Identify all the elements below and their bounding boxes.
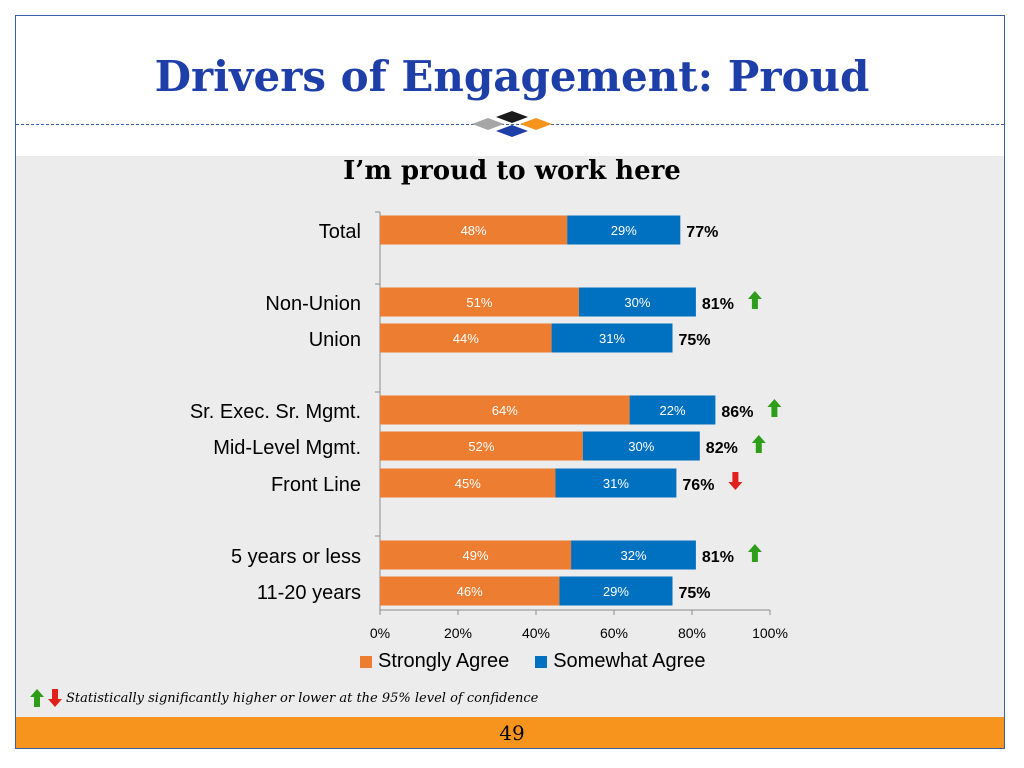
up-arrow-icon — [30, 689, 44, 707]
chart-legend: Strongly Agree Somewhat Agree — [360, 650, 706, 673]
footer-bar — [16, 717, 1004, 748]
down-arrow-icon — [48, 689, 62, 707]
chart-title: I’m proud to work here — [343, 156, 681, 186]
bar-somewhat-agree — [571, 540, 696, 570]
data-label: 52% — [468, 439, 494, 454]
data-label: 46% — [457, 584, 483, 599]
x-tick-label: 80% — [678, 625, 706, 641]
bar-somewhat-agree — [567, 215, 681, 245]
data-label: 49% — [463, 548, 489, 563]
legend-item-strongly-agree: Strongly Agree — [360, 650, 509, 673]
up-arrow-icon — [747, 544, 762, 562]
data-label: 31% — [599, 331, 625, 346]
total-label: 86% — [721, 404, 753, 421]
legend-item-somewhat-agree: Somewhat Agree — [535, 650, 706, 673]
data-label: 44% — [453, 331, 479, 346]
total-label: 81% — [702, 549, 734, 566]
total-label: 75% — [679, 585, 711, 602]
title-divider — [16, 124, 1004, 125]
up-arrow-icon — [767, 399, 782, 417]
data-label: 30% — [628, 439, 654, 454]
diamond-ornament-icon — [472, 111, 552, 137]
data-label: 29% — [611, 223, 637, 238]
category-label: Total — [319, 221, 361, 243]
bar-somewhat-agree — [551, 323, 673, 353]
bar-somewhat-agree — [578, 287, 696, 317]
legend-label: Strongly Agree — [378, 650, 510, 672]
footnote: Statistically significantly higher or lo… — [30, 689, 538, 707]
data-label: 48% — [461, 223, 487, 238]
x-tick-label: 40% — [522, 625, 550, 641]
category-label: 11-20 years — [257, 582, 361, 604]
bar-somewhat-agree — [629, 395, 716, 425]
legend-swatch-somewhat-agree — [535, 655, 548, 668]
x-tick-label: 100% — [752, 625, 788, 641]
data-label: 31% — [603, 476, 629, 491]
data-label: 29% — [603, 584, 629, 599]
category-label: Union — [309, 329, 361, 351]
total-label: 81% — [702, 296, 734, 313]
data-label: 51% — [466, 295, 492, 310]
data-label: 30% — [624, 295, 650, 310]
category-label: Non-Union — [265, 293, 361, 315]
up-arrow-icon — [747, 291, 762, 309]
slide-title: Drivers of Engagement: Proud — [154, 52, 870, 101]
bar-somewhat-agree — [559, 576, 673, 606]
bar-strongly-agree — [380, 323, 552, 353]
data-label: 32% — [620, 548, 646, 563]
category-label: 5 years or less — [231, 546, 361, 568]
category-label: Mid-Level Mgmt. — [213, 437, 361, 459]
total-label: 82% — [706, 440, 738, 457]
page-number: 49 — [499, 721, 525, 745]
legend-label: Somewhat Agree — [553, 650, 706, 672]
category-label: Sr. Exec. Sr. Mgmt. — [190, 401, 361, 423]
bar-strongly-agree — [380, 468, 556, 498]
bar-strongly-agree — [380, 215, 568, 245]
bar-somewhat-agree — [582, 431, 700, 461]
bar-strongly-agree — [380, 431, 583, 461]
bar-strongly-agree — [380, 576, 560, 606]
data-label: 45% — [455, 476, 481, 491]
data-label: 64% — [492, 403, 518, 418]
data-label: 22% — [659, 403, 685, 418]
bar-strongly-agree — [380, 395, 630, 425]
down-arrow-icon — [728, 472, 743, 490]
legend-swatch-strongly-agree — [360, 655, 372, 668]
total-label: 75% — [679, 332, 711, 349]
up-arrow-icon — [751, 435, 766, 453]
x-tick-label: 20% — [444, 625, 472, 641]
bar-strongly-agree — [380, 287, 579, 317]
x-tick-label: 0% — [370, 625, 390, 641]
total-label: 77% — [686, 224, 718, 241]
bar-somewhat-agree — [555, 468, 677, 498]
category-label: Front Line — [271, 474, 361, 496]
footnote-text: Statistically significantly higher or lo… — [66, 690, 539, 706]
total-label: 76% — [682, 477, 714, 494]
bar-strongly-agree — [380, 540, 572, 570]
x-tick-label: 60% — [600, 625, 628, 641]
